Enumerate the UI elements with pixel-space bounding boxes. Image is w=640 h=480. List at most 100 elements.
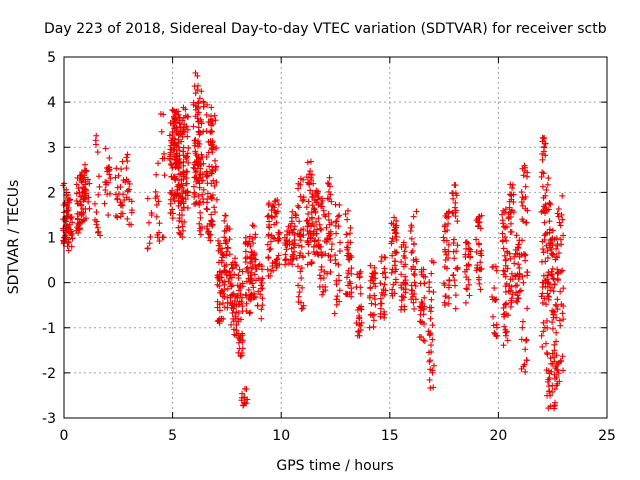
data-point xyxy=(388,240,395,247)
data-point xyxy=(544,317,551,324)
data-point xyxy=(183,175,190,182)
data-point xyxy=(237,337,244,344)
data-point xyxy=(336,287,343,294)
data-point xyxy=(553,374,560,381)
data-point xyxy=(546,229,553,236)
data-point xyxy=(178,138,185,145)
data-point xyxy=(367,262,374,269)
data-point xyxy=(555,206,562,213)
data-point xyxy=(417,318,424,325)
data-point xyxy=(522,193,529,200)
data-point xyxy=(222,212,229,219)
data-point xyxy=(283,237,290,244)
data-point xyxy=(197,209,204,216)
data-point xyxy=(276,261,283,268)
data-point xyxy=(333,301,340,308)
data-point xyxy=(502,329,509,336)
data-point xyxy=(511,253,518,260)
data-point xyxy=(314,250,321,257)
data-point xyxy=(475,276,482,283)
data-point xyxy=(357,305,364,312)
data-point xyxy=(559,267,566,274)
x-tick-label: 5 xyxy=(168,428,177,444)
data-point xyxy=(247,243,254,250)
data-point xyxy=(123,194,130,201)
data-point xyxy=(559,192,566,199)
data-point xyxy=(173,124,180,131)
data-point xyxy=(275,229,282,236)
data-point xyxy=(555,269,562,276)
data-point xyxy=(560,303,567,310)
data-point xyxy=(144,245,151,252)
data-point xyxy=(113,165,120,172)
data-point xyxy=(421,294,428,301)
data-point xyxy=(267,272,274,279)
data-point xyxy=(114,214,121,221)
data-point xyxy=(292,214,299,221)
data-point xyxy=(291,248,298,255)
data-point xyxy=(324,195,331,202)
data-point xyxy=(194,82,201,89)
data-point xyxy=(103,179,110,186)
data-point xyxy=(176,147,183,154)
data-point xyxy=(427,342,434,349)
data-point xyxy=(235,287,242,294)
data-point xyxy=(402,277,409,284)
data-point xyxy=(543,301,550,308)
data-point xyxy=(319,203,326,210)
x-axis-label: GPS time / hours xyxy=(276,458,393,474)
data-point xyxy=(82,161,89,168)
data-point xyxy=(539,299,546,306)
data-point xyxy=(284,241,291,248)
data-point xyxy=(194,100,201,107)
data-point xyxy=(427,366,434,373)
data-point xyxy=(391,214,398,221)
data-point xyxy=(378,300,385,307)
data-point xyxy=(184,192,191,199)
data-point xyxy=(73,190,80,197)
data-point xyxy=(428,296,435,303)
data-point xyxy=(518,189,525,196)
data-point xyxy=(282,261,289,268)
data-point xyxy=(291,231,298,238)
data-point xyxy=(381,308,388,315)
data-point xyxy=(344,216,351,223)
data-point xyxy=(106,166,113,173)
data-point xyxy=(215,317,222,324)
data-point xyxy=(304,261,311,268)
data-point xyxy=(304,237,311,244)
data-point xyxy=(326,221,333,228)
data-point xyxy=(181,171,188,178)
data-point xyxy=(191,193,198,200)
data-point xyxy=(310,193,317,200)
data-point xyxy=(513,232,520,239)
data-point xyxy=(542,230,549,237)
data-point xyxy=(372,275,379,282)
data-point xyxy=(401,248,408,255)
data-point xyxy=(557,358,564,365)
data-point xyxy=(146,240,153,247)
data-point xyxy=(283,246,290,253)
data-point xyxy=(335,261,342,268)
data-point xyxy=(450,272,457,279)
data-point xyxy=(247,272,254,279)
data-point xyxy=(73,197,80,204)
data-point xyxy=(197,129,204,136)
data-point xyxy=(381,291,388,298)
data-point xyxy=(60,227,67,234)
data-point xyxy=(258,277,265,284)
data-point xyxy=(315,237,322,244)
data-point xyxy=(120,191,127,198)
data-point xyxy=(148,212,155,219)
data-point xyxy=(299,284,306,291)
data-point xyxy=(490,322,497,329)
data-point xyxy=(464,286,471,293)
data-point xyxy=(420,337,427,344)
data-point xyxy=(318,266,325,273)
data-point xyxy=(400,263,407,270)
data-point xyxy=(248,249,255,256)
data-point xyxy=(356,274,363,281)
x-tick-label: 20 xyxy=(489,428,507,444)
data-point xyxy=(242,248,249,255)
data-point xyxy=(221,217,228,224)
